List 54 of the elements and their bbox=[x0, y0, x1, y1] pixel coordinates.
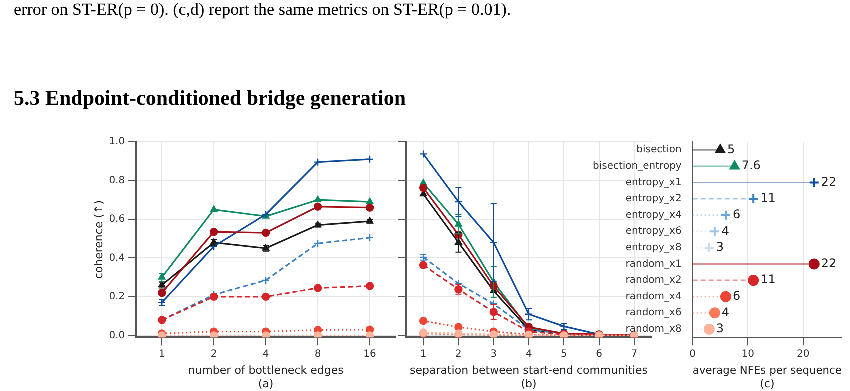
x-tick-label: 8 bbox=[314, 349, 322, 360]
x-axis-title: average NFEs per sequence bbox=[692, 364, 842, 378]
y-tick-label: entropy_x6 bbox=[626, 226, 682, 238]
y-tick-label: random_x2 bbox=[626, 275, 682, 286]
y-tick-label: entropy_x8 bbox=[626, 242, 682, 254]
data-label: 7.6 bbox=[742, 158, 761, 173]
data-label: 6 bbox=[732, 207, 741, 222]
x-tick-label: 6 bbox=[596, 349, 602, 360]
y-tick-label: random_x8 bbox=[626, 324, 682, 336]
y-tick-label: entropy_x1 bbox=[626, 177, 682, 188]
y-tick-label: entropy_x4 bbox=[626, 210, 682, 221]
y-tick-label: random_x4 bbox=[626, 291, 682, 302]
y-tick-label: random_x1 bbox=[626, 258, 682, 270]
x-tick-label: 10 bbox=[742, 349, 754, 360]
x-axis-title: number of bottleneck edges bbox=[188, 364, 344, 378]
data-label: 3 bbox=[716, 322, 724, 336]
data-label: 22 bbox=[821, 256, 837, 270]
y-tick-label: bisection bbox=[636, 144, 682, 156]
y-tick-label: 0.6 bbox=[109, 214, 126, 226]
y-tick-label: 0.4 bbox=[109, 252, 126, 264]
x-tick-label: 0 bbox=[690, 349, 696, 360]
x-tick-label: 5 bbox=[560, 349, 568, 360]
data-label: 4 bbox=[722, 224, 730, 238]
data-label: 11 bbox=[760, 191, 776, 206]
data-label: 22 bbox=[821, 174, 837, 189]
data-label: 5 bbox=[727, 142, 736, 156]
data-label: 11 bbox=[760, 272, 776, 287]
x-tick-label: 4 bbox=[262, 349, 270, 360]
data-label: 6 bbox=[732, 288, 741, 303]
y-tick-label: 1.0 bbox=[109, 136, 126, 148]
y-axis-title: coherence (↑) bbox=[92, 200, 106, 280]
y-tick-label: 0.8 bbox=[109, 175, 126, 186]
text: 5.3 Endpoint-conditioned bridge generation bbox=[14, 86, 406, 111]
x-axis-title: separation between start-end communities bbox=[410, 364, 648, 378]
x-tick-label: 4 bbox=[526, 349, 532, 360]
y-tick-label: 0.0 bbox=[109, 330, 126, 342]
text: (a) bbox=[258, 377, 274, 390]
y-tick-label: 0.2 bbox=[109, 292, 126, 303]
x-tick-label: 2 bbox=[456, 349, 462, 360]
y-tick-label: random_x6 bbox=[626, 308, 682, 319]
text: (c) bbox=[760, 377, 775, 390]
x-tick-label: 1 bbox=[420, 349, 427, 360]
x-tick-label: 3 bbox=[490, 349, 498, 360]
x-tick-label: 2 bbox=[210, 349, 218, 360]
y-tick-label: entropy_x2 bbox=[626, 194, 682, 205]
data-label: 4 bbox=[722, 305, 730, 320]
text: (b) bbox=[521, 377, 537, 390]
x-tick-label: 20 bbox=[796, 349, 810, 360]
y-tick-label: bisection_entropy bbox=[593, 161, 682, 172]
data-label: 3 bbox=[716, 240, 724, 254]
text: error on ST-ER(p = 0). (c,d) report the same metrics on ST-ER(p = 0.01). bbox=[14, 0, 512, 20]
x-tick-label: 16 bbox=[364, 349, 376, 360]
x-tick-label: 7 bbox=[631, 349, 638, 360]
x-tick-label: 1 bbox=[158, 349, 166, 360]
